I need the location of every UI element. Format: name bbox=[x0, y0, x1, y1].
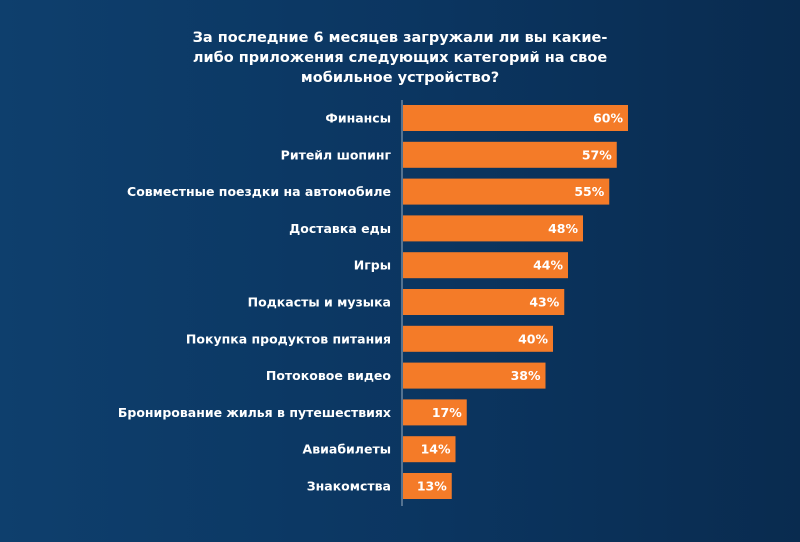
value-label: 13% bbox=[417, 479, 447, 494]
bar bbox=[403, 215, 583, 242]
value-label: 57% bbox=[582, 147, 612, 162]
value-label: 44% bbox=[533, 258, 563, 273]
bar bbox=[403, 252, 568, 279]
value-label: 40% bbox=[518, 331, 548, 346]
bar bbox=[403, 362, 546, 389]
category-label: Покупка продуктов питания bbox=[186, 331, 391, 346]
bar bbox=[403, 141, 617, 168]
category-label: Совместные поездки на автомобиле bbox=[127, 184, 391, 199]
value-label: 55% bbox=[574, 184, 604, 199]
value-label: 38% bbox=[511, 368, 541, 383]
category-label: Авиабилеты bbox=[303, 442, 391, 457]
value-label: 60% bbox=[593, 111, 623, 126]
bar bbox=[403, 105, 628, 131]
value-label: 43% bbox=[529, 295, 559, 310]
category-label: Потоковое видео bbox=[266, 368, 392, 383]
category-label: Доставка еды bbox=[289, 221, 391, 236]
category-label: Игры bbox=[354, 258, 391, 273]
category-label: Финансы bbox=[325, 111, 391, 126]
bar bbox=[403, 436, 456, 463]
category-label: Подкасты и музыка bbox=[248, 295, 391, 310]
category-label: Знакомства bbox=[307, 479, 391, 494]
bar bbox=[403, 399, 467, 426]
value-label: 14% bbox=[421, 442, 451, 457]
category-label: Ритейл шопинг bbox=[281, 147, 392, 162]
bar bbox=[403, 325, 553, 352]
bar bbox=[403, 289, 565, 315]
bar bbox=[403, 178, 610, 205]
value-label: 17% bbox=[432, 405, 462, 420]
chart-title: За последние 6 месяцев загружали ли вы к… bbox=[192, 30, 608, 86]
category-label: Бронирование жилья в путешествиях bbox=[118, 405, 391, 420]
value-label: 48% bbox=[548, 221, 578, 236]
bar bbox=[403, 473, 452, 499]
